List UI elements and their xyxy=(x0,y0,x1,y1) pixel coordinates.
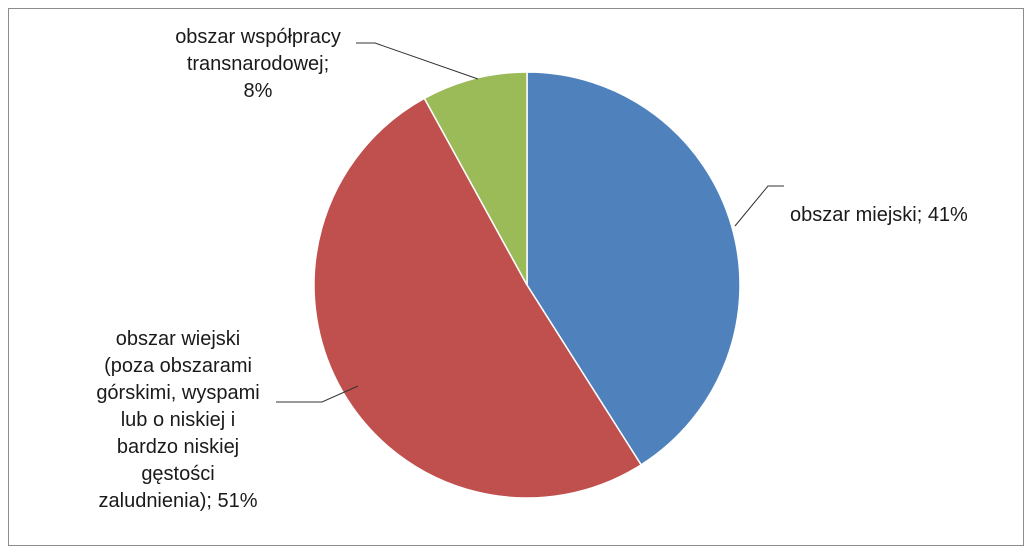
slice-label-urban: obszar miejski; 41% xyxy=(790,204,968,226)
slice-label-line: (poza obszarami xyxy=(104,355,252,377)
slice-label-line: bardzo niskiej xyxy=(117,436,239,458)
pie-slice-urban xyxy=(526,71,741,466)
leader-line-urban xyxy=(734,185,784,227)
slice-label-line: obszar wiejski xyxy=(116,328,240,350)
slice-label-line: zaludnienia); 51% xyxy=(99,490,258,512)
slice-label-line: obszar współpracy xyxy=(175,26,341,48)
pie-slice-rural xyxy=(313,97,643,499)
slice-label-rural: obszar wiejski (poza obszarami górskimi, w… xyxy=(96,328,259,512)
slice-label-line: transnarodowej; xyxy=(187,53,329,75)
slice-labels: obszar miejski; 41% obszar wiejski (poza … xyxy=(96,26,968,512)
pie-slices xyxy=(313,71,741,499)
leader-lines xyxy=(276,42,784,403)
slice-label-transnational: obszar współpracy transnarodowej; 8% xyxy=(175,26,341,102)
leader-line-transnational xyxy=(356,42,479,80)
slice-label-line: lub o niskiej i xyxy=(121,409,236,431)
pie-slice-transnational xyxy=(423,71,528,286)
slice-label-line: gęstości xyxy=(141,463,214,485)
slice-label-line: obszar miejski; 41% xyxy=(790,204,968,226)
slice-label-line: 8% xyxy=(244,80,273,102)
slice-label-line: górskimi, wyspami xyxy=(96,382,259,404)
leader-line-rural xyxy=(276,385,359,403)
